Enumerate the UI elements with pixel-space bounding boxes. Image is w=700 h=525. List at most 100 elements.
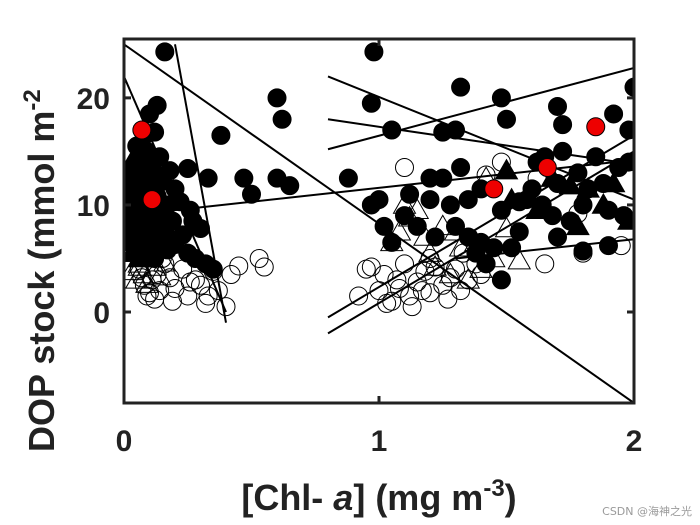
data-point-circle-filled — [484, 238, 504, 258]
data-point-circle-filled — [548, 227, 567, 247]
data-point-circle-open — [191, 275, 210, 295]
data-point-circle-filled — [425, 227, 445, 247]
axis-ticks — [122, 39, 636, 403]
x-axis-title-suffix: ] (mg m — [353, 477, 483, 518]
data-point-circle-open — [180, 272, 200, 292]
data-point-circle-open — [389, 278, 409, 298]
data-point-circle-filled — [280, 176, 300, 196]
data-point-circle-open — [446, 259, 465, 279]
data-point-circle-filled — [446, 216, 465, 236]
trend-line — [327, 66, 634, 151]
x-tick-label: 2 — [626, 425, 643, 458]
data-point-circle-open — [150, 281, 170, 301]
data-point-circle-red — [132, 120, 152, 140]
data-point-circle-open — [395, 254, 414, 274]
data-point-circle-open — [402, 297, 422, 317]
data-point-circle-filled — [553, 141, 573, 161]
x-axis-title: [Chl- a] (mg m-3) — [241, 475, 516, 518]
data-point-circle-filled — [548, 96, 567, 116]
data-point-circle-red — [142, 190, 162, 210]
trend-line — [327, 118, 634, 166]
x-tick-label: 0 — [116, 425, 133, 458]
data-point-circle-filled — [374, 216, 394, 236]
y-tick-label: 10 — [77, 190, 110, 223]
data-point-circle-open — [216, 297, 236, 317]
data-point-triangle-open — [448, 235, 473, 257]
data-points — [124, 42, 634, 317]
data-point-circle-open — [198, 286, 218, 306]
data-point-triangle-filled — [499, 187, 524, 209]
data-point-circle-red — [537, 157, 557, 177]
data-point-triangle-filled — [124, 150, 144, 171]
data-point-circle-filled — [267, 88, 287, 108]
data-point-triangle-filled — [558, 173, 583, 195]
data-point-triangle-open — [438, 262, 463, 284]
data-point-circle-filled — [242, 184, 261, 204]
data-point-circle-open — [208, 281, 228, 301]
data-point-triangle-filled — [601, 171, 626, 193]
data-point-circle-filled — [369, 190, 389, 210]
data-point-circle-filled — [433, 168, 453, 188]
data-point-circle-filled — [407, 216, 427, 236]
data-point-triangle-filled — [127, 246, 152, 268]
data-point-circle-filled — [400, 184, 420, 204]
data-point-triangle-open — [124, 259, 144, 281]
data-point-circle-filled — [491, 88, 511, 108]
data-point-triangle-filled — [576, 176, 600, 198]
data-point-circle-filled — [476, 254, 496, 274]
data-point-circle-filled — [624, 77, 634, 97]
data-point-circle-filled — [451, 77, 471, 97]
data-point-circle-red — [586, 117, 606, 137]
data-point-circle-filled — [395, 206, 414, 226]
data-point-circle-filled — [604, 104, 624, 124]
data-point-circle-open — [415, 261, 435, 281]
data-point-triangle-filled — [617, 208, 634, 230]
x-tick-label: 1 — [371, 425, 388, 458]
data-point-circle-open — [178, 286, 198, 306]
data-point-triangle-open — [456, 267, 481, 289]
watermark: CSDN @海神之光 — [602, 505, 692, 518]
data-point-circle-open — [374, 265, 394, 285]
data-point-circle-filled — [451, 157, 471, 177]
data-point-circle-filled — [382, 120, 402, 140]
data-point-circle-filled — [491, 270, 511, 290]
y-tick-label: 0 — [93, 297, 110, 330]
data-point-circle-filled — [502, 238, 522, 258]
data-point-circle-filled — [364, 42, 384, 62]
data-point-circle-filled — [178, 159, 198, 179]
data-point-circle-filled — [509, 222, 529, 242]
data-point-triangle-open — [507, 248, 532, 270]
data-point-circle-filled — [361, 93, 381, 113]
data-point-circle-open — [535, 254, 555, 274]
data-point-circle-open — [387, 270, 407, 290]
y-axis-title: DOP stock (mmol m-2 — [19, 89, 62, 452]
y-tick-labels: 0 10 20 — [77, 83, 110, 330]
data-point-circle-filled — [568, 163, 588, 183]
x-axis-title-italic: a — [333, 477, 353, 518]
data-point-circle-open — [377, 293, 397, 313]
data-point-circle-filled — [272, 109, 292, 129]
data-point-circle-filled — [599, 236, 618, 256]
data-point-circle-filled — [155, 42, 175, 62]
data-point-circle-filled — [140, 104, 159, 124]
data-point-circle-red — [484, 179, 504, 199]
data-point-circle-filled — [573, 195, 593, 215]
data-point-triangle-filled — [591, 192, 616, 214]
data-point-circle-open — [349, 286, 369, 306]
data-point-circle-filled — [522, 179, 542, 199]
data-point-circle-filled — [458, 190, 478, 210]
data-point-circle-open — [162, 291, 182, 311]
y-tick-label: 20 — [77, 83, 110, 116]
data-point-circle-filled — [573, 241, 593, 261]
x-axis-title-prefix: [Chl- — [241, 477, 333, 518]
data-point-triangle-filled — [525, 198, 549, 220]
x-tick-labels: 0 1 2 — [116, 425, 643, 458]
data-point-triangle-open — [423, 255, 447, 276]
data-point-circle-filled — [191, 218, 210, 238]
x-axis-title-sup: -3 — [483, 475, 504, 502]
data-point-circle-filled — [211, 125, 231, 145]
data-point-triangle-filled — [566, 214, 590, 236]
y-axis-title-text: DOP stock (mmol m — [21, 111, 62, 452]
data-point-circle-open — [221, 265, 241, 285]
data-point-circle-filled — [446, 120, 465, 140]
